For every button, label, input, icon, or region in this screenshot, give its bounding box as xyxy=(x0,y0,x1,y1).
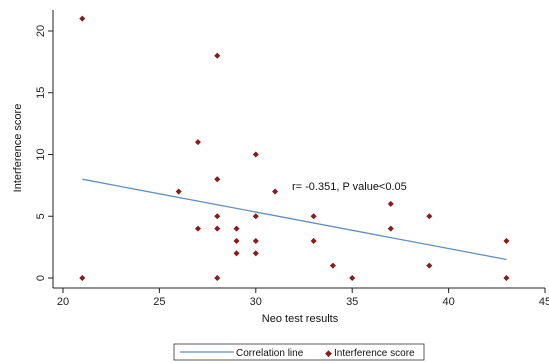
data-point xyxy=(310,213,317,220)
data-point xyxy=(214,225,221,232)
y-tick-label: 10 xyxy=(35,148,47,160)
y-tick-label: 5 xyxy=(35,213,47,219)
data-point xyxy=(310,237,317,244)
y-tick-label: 15 xyxy=(35,87,47,99)
data-point xyxy=(214,176,221,183)
legend: Correlation line ◆ Interference score xyxy=(173,343,425,361)
data-point xyxy=(214,213,221,220)
data-point xyxy=(194,225,201,232)
data-point xyxy=(79,274,86,282)
legend-label-interference-score: Interference score xyxy=(334,348,415,359)
x-tick-label: 25 xyxy=(153,296,165,308)
legend-marker-swatch: ◆ xyxy=(325,349,332,359)
data-point xyxy=(272,188,279,195)
data-point xyxy=(503,274,510,282)
data-point xyxy=(233,250,240,257)
data-point xyxy=(233,225,240,232)
y-tick-label: 20 xyxy=(35,25,47,37)
x-axis-title: Neo test results xyxy=(262,313,339,325)
data-point xyxy=(214,274,221,282)
data-point xyxy=(252,237,259,244)
x-tick-label: 45 xyxy=(539,296,549,308)
correlation-annotation: r= -0.351, P value<0.05 xyxy=(292,181,407,193)
data-point xyxy=(349,274,356,282)
data-point xyxy=(214,52,221,59)
x-tick-label: 30 xyxy=(250,296,262,308)
data-point xyxy=(233,237,240,244)
x-tick-label: 35 xyxy=(346,296,358,308)
correlation-line xyxy=(82,178,507,261)
data-point xyxy=(387,225,394,232)
y-axis-title: Interference score xyxy=(12,104,24,193)
axes: 20 25 30 35 40 45 0 5 10 15 20 xyxy=(35,10,549,308)
data-point xyxy=(175,188,182,195)
data-point xyxy=(194,139,201,146)
data-point xyxy=(252,213,259,220)
data-point xyxy=(252,151,259,158)
y-tick-label: 0 xyxy=(35,275,47,281)
data-point xyxy=(387,200,394,207)
x-tick-label: 20 xyxy=(57,296,69,308)
legend-box xyxy=(173,343,425,361)
data-point xyxy=(79,15,86,22)
plot-marks xyxy=(79,15,510,282)
legend-label-correlation-line: Correlation line xyxy=(236,348,304,359)
data-point xyxy=(426,213,433,220)
data-point xyxy=(329,262,336,269)
data-point xyxy=(503,237,510,244)
x-tick-label: 40 xyxy=(442,296,454,308)
data-point xyxy=(426,262,433,269)
data-point xyxy=(252,250,259,257)
